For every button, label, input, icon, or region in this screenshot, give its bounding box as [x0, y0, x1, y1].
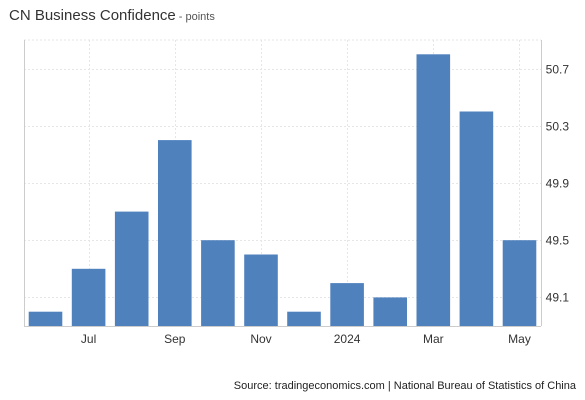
bar: [330, 283, 364, 326]
bar: [28, 311, 63, 326]
bar: [416, 54, 451, 327]
bar: [373, 297, 407, 326]
axes: [24, 40, 542, 327]
x-tick-label: May: [508, 332, 531, 346]
x-tick-labels: Jul Sep Nov 2024 Mar May: [81, 332, 531, 346]
bar: [459, 111, 494, 326]
source-note: Source: tradingeconomics.com | National …: [233, 380, 576, 392]
bar: [114, 211, 149, 326]
y-tick-label: 50.3: [546, 120, 570, 134]
y-tick-label: 49.9: [546, 177, 570, 191]
chart-title-text: CN Business Confidence: [9, 7, 176, 24]
bars: [28, 54, 537, 327]
x-tick-label: Jul: [81, 332, 96, 346]
x-tick-label: Mar: [423, 332, 444, 346]
bar: [287, 311, 321, 326]
x-tick-label: Sep: [164, 332, 186, 346]
bar: [201, 240, 235, 326]
x-tick-label: Nov: [250, 332, 271, 346]
y-tick-label: 49.5: [546, 234, 570, 248]
bar: [158, 140, 192, 326]
y-tick-labels: 49.1 49.5 49.9 50.3 50.7: [546, 63, 570, 305]
bar: [71, 268, 106, 326]
bar: [244, 254, 278, 326]
bar: [502, 240, 537, 326]
chart-title: CN Business Confidence - points: [9, 7, 215, 24]
x-tick-label: 2024: [334, 332, 361, 346]
chart-unit: - points: [178, 11, 215, 23]
y-tick-label: 50.7: [546, 63, 570, 77]
y-tick-label: 49.1: [546, 291, 570, 305]
